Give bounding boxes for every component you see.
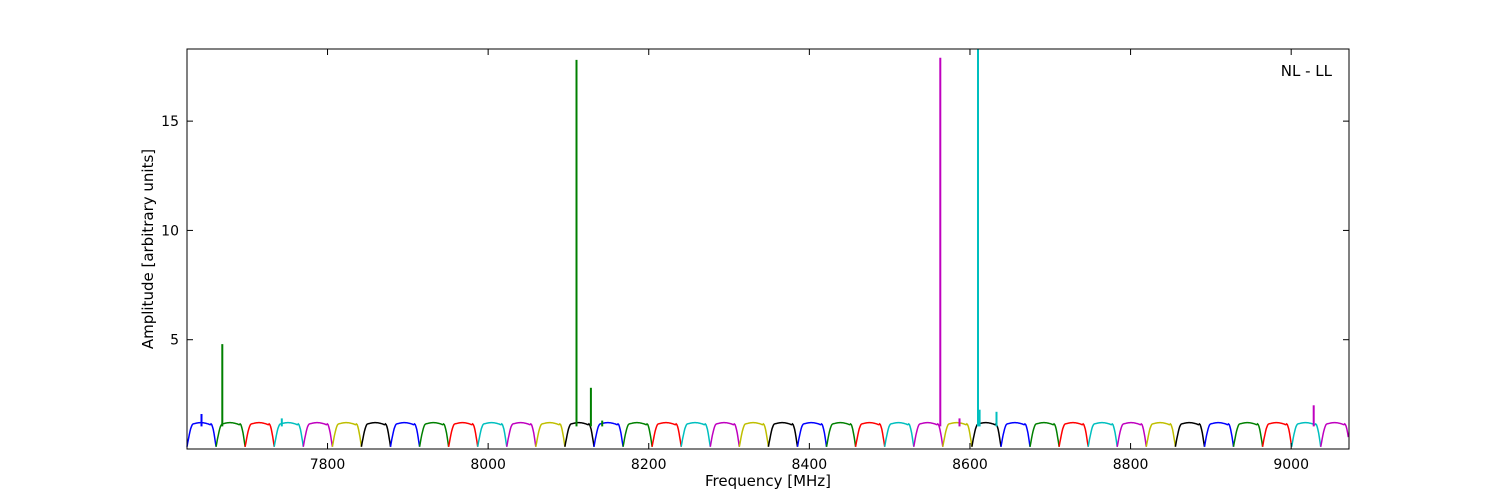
channel-line [476, 421, 508, 447]
channel-line [1116, 421, 1148, 447]
channel-line [244, 421, 275, 447]
x-axis-label: Frequency [MHz] [705, 472, 831, 490]
channel-line [854, 421, 886, 447]
spike-layer [200, 49, 1315, 427]
channel-line [709, 421, 741, 447]
channel-line [738, 421, 770, 447]
series-layer [186, 421, 1350, 447]
channel-line [389, 421, 421, 447]
tick-layer: 7800 8000 8200 8400 8600 8800 9000 5 10 15 [161, 49, 1349, 473]
channel-line [1058, 421, 1089, 447]
channel-line [360, 421, 392, 447]
x-tick-label: 9000 [1273, 457, 1309, 473]
channel-line [215, 421, 246, 447]
channel-line [447, 421, 479, 447]
x-tick-label: 8800 [1113, 457, 1149, 473]
channel-line [1000, 421, 1031, 447]
channel-line [302, 421, 334, 447]
channel-line [651, 421, 682, 447]
plot-background [187, 49, 1349, 449]
plot-frame [186, 48, 1350, 450]
x-tick-label: 8000 [470, 457, 506, 473]
channel-line [1174, 421, 1206, 447]
chart-annotation: NL - LL [1281, 62, 1333, 80]
channel-line [418, 421, 450, 447]
y-tick-label: 5 [170, 333, 179, 349]
x-tick-label: 8200 [631, 457, 667, 473]
channel-line [331, 421, 363, 447]
channel-line [1203, 421, 1235, 447]
x-tick-label: 8600 [952, 457, 988, 473]
channel-line [680, 421, 712, 447]
y-tick-label: 10 [161, 223, 179, 239]
channel-line [1087, 421, 1118, 447]
channel-line [1319, 421, 1350, 447]
channel-line [942, 421, 973, 447]
channel-line [767, 421, 799, 447]
y-tick-label: 15 [161, 114, 179, 130]
channel-line [564, 421, 595, 447]
channel-line [1261, 421, 1293, 447]
channel-line [883, 421, 915, 447]
channel-line [1145, 421, 1177, 447]
channel-line [1029, 421, 1060, 447]
channel-line [825, 421, 857, 447]
channel-line [1290, 421, 1322, 447]
y-axis-label: Amplitude [arbitrary units] [139, 149, 157, 349]
x-tick-label: 8400 [792, 457, 828, 473]
channel-line [593, 421, 624, 447]
channel-line [622, 421, 653, 447]
channel-line [796, 421, 828, 447]
channel-line [273, 421, 305, 447]
channel-line [506, 421, 537, 447]
channel-line [913, 421, 944, 447]
x-tick-label: 7800 [310, 457, 346, 473]
channel-line [535, 421, 566, 447]
channel-line [1232, 421, 1264, 447]
